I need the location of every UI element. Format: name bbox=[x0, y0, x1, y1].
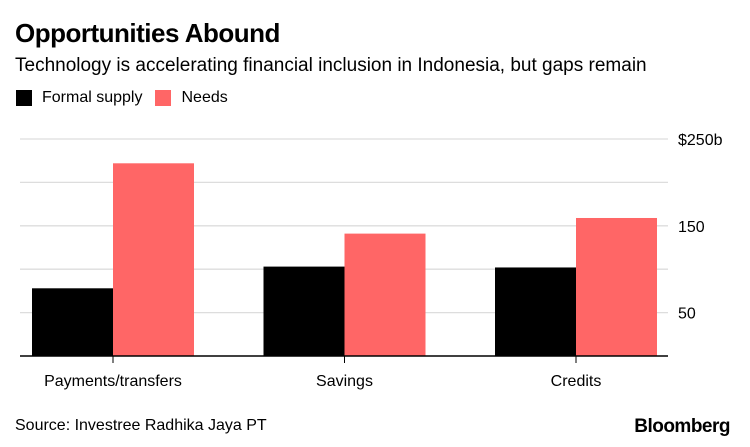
bar-needs-credits bbox=[576, 217, 657, 356]
legend-label-needs: Needs bbox=[181, 89, 228, 106]
x-tick-label-2: Credits bbox=[551, 373, 602, 390]
bar-formal-supply-payments-transfers bbox=[32, 288, 113, 356]
chart-title: Opportunities Abound bbox=[15, 18, 280, 48]
chart-subtitle: Technology is accelerating financial inc… bbox=[15, 55, 647, 76]
y-tick-label-250: $250b bbox=[678, 132, 723, 149]
y-tick-label-50: 50 bbox=[678, 306, 696, 323]
bloomberg-logo: Bloomberg bbox=[634, 416, 730, 437]
legend-label-formal-supply: Formal supply bbox=[42, 89, 143, 106]
legend-swatch-formal-supply bbox=[16, 90, 32, 106]
source-note: Source: Investree Radhika Jaya PT bbox=[15, 417, 267, 434]
legend-item-needs: Needs bbox=[155, 89, 228, 107]
bar-needs-savings bbox=[344, 233, 426, 356]
x-tick-label-0: Payments/transfers bbox=[44, 373, 182, 390]
x-tick-label-1: Savings bbox=[316, 373, 373, 390]
bar-formal-supply-savings bbox=[263, 266, 345, 356]
legend: Formal supply Needs bbox=[16, 89, 241, 107]
bars bbox=[32, 163, 657, 356]
bar-formal-supply-credits bbox=[495, 267, 576, 356]
x-axis-labels: Payments/transfers Savings Credits bbox=[44, 373, 601, 390]
y-tick-label-150: 150 bbox=[678, 219, 705, 236]
bar-needs-payments-transfers bbox=[113, 163, 194, 356]
x-axis bbox=[20, 355, 668, 363]
legend-swatch-needs bbox=[155, 90, 172, 106]
legend-item-formal-supply: Formal supply bbox=[16, 89, 142, 107]
y-axis-labels: $250b 150 50 bbox=[678, 132, 723, 323]
